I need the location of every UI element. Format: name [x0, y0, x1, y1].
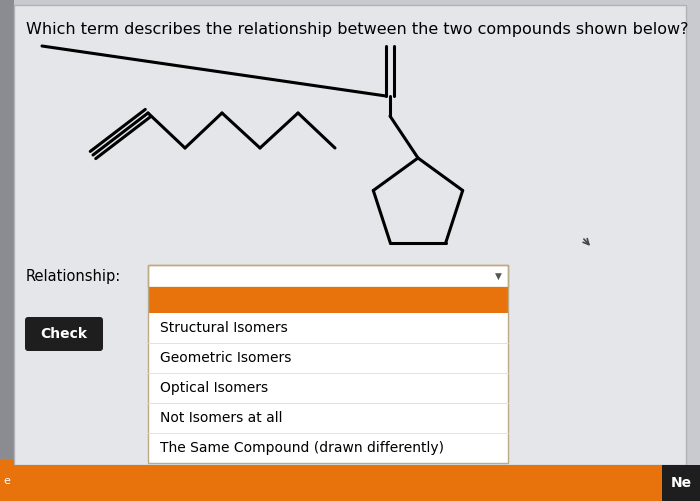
Text: Ne: Ne — [671, 476, 692, 490]
Text: ▼: ▼ — [495, 272, 501, 281]
Text: Structural Isomers: Structural Isomers — [160, 321, 288, 335]
Bar — [662, 465, 700, 501]
Bar — [148, 287, 508, 313]
Text: Not Isomers at all: Not Isomers at all — [160, 411, 283, 425]
Bar — [0, 460, 14, 501]
Text: e: e — [4, 476, 10, 486]
Text: Geometric Isomers: Geometric Isomers — [160, 351, 291, 365]
Text: Check: Check — [41, 327, 88, 341]
Bar — [148, 313, 508, 343]
Bar — [148, 373, 508, 403]
Text: The Same Compound (drawn differently): The Same Compound (drawn differently) — [160, 441, 444, 455]
Text: Optical Isomers: Optical Isomers — [160, 381, 268, 395]
Bar — [148, 433, 508, 463]
Bar — [148, 265, 508, 463]
Bar — [0, 465, 700, 501]
Bar — [148, 343, 508, 373]
Text: Relationship:: Relationship: — [26, 269, 121, 284]
Text: Which term describes the relationship between the two compounds shown below?: Which term describes the relationship be… — [26, 22, 689, 37]
Bar — [148, 403, 508, 433]
Bar — [0, 0, 14, 501]
Bar — [148, 265, 508, 287]
FancyBboxPatch shape — [25, 317, 103, 351]
